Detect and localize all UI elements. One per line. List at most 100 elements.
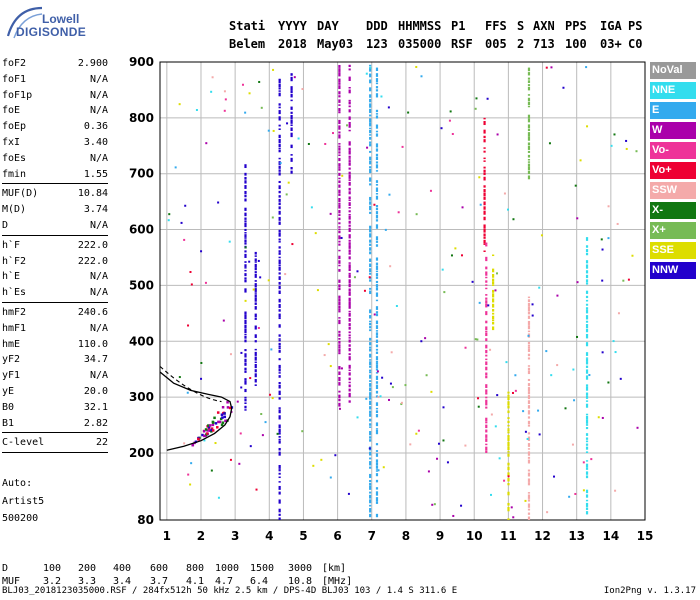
echo-trace-point [206,432,209,435]
echo-trace-point [369,406,372,410]
noise-point [190,462,193,465]
echo-trace-point [244,269,247,272]
param-row: MUF(D) 10.84 [2,186,108,202]
noise-point [356,270,359,273]
echo-trace-point [527,128,531,132]
echo-trace-point [492,326,495,331]
ionogram-parameters-panel: foF2 2.900 foF1 N/A foF1p N/A foE N/A foEp 0.36 fx… [2,56,108,455]
echo-trace-point [375,306,379,310]
echo-trace-point [483,236,486,239]
echo-trace-point [485,303,488,308]
noise-point [425,374,428,377]
echo-trace-point [338,168,341,171]
echo-trace-point [278,198,281,202]
noise-point [347,492,350,495]
echo-trace-point [375,195,379,200]
echo-trace-point [485,372,488,376]
echo-trace-point [485,389,488,393]
param-row: hmF1 N/A [2,321,108,337]
noise-point [503,479,506,482]
noise-point [464,444,467,447]
echo-trace-point [585,279,589,283]
param-row: foE N/A [2,103,108,119]
echo-trace-point [507,478,510,482]
noise-point [187,473,190,476]
header-row2-cell: Belem [229,37,266,51]
noise-point [524,499,527,502]
echo-trace-point [485,354,488,357]
echo-trace-point [290,154,293,156]
echo-trace-point [507,435,510,438]
echo-trace-point [375,384,379,389]
noise-point [316,289,319,292]
noise-point [395,304,398,307]
echo-trace-point [338,91,341,95]
echo-trace-point [375,487,379,490]
param-row: foF1 N/A [2,72,108,88]
y-tick-label: 300 [129,390,154,404]
param-value: N/A [89,105,108,117]
echo-trace-point [585,494,589,498]
echo-trace-point [290,76,293,82]
param-name: foE [2,105,21,117]
echo-trace-point [375,311,379,314]
echo-trace-point [338,222,341,225]
noise-point [270,348,273,351]
param-row: hmF2 240.6 [2,305,108,321]
noise-point [440,127,443,130]
echo-trace-point [507,506,510,512]
echo-trace-point [483,250,486,253]
noise-point [387,106,390,109]
x-tick-label: 7 [368,529,376,543]
echo-trace-point [369,177,372,182]
noise-point [590,458,593,461]
noise-point [373,313,376,316]
echo-trace-point [254,334,257,338]
echo-trace-point [507,424,510,427]
noise-point [486,97,489,100]
echo-trace-point [254,340,257,343]
echo-trace-point [492,278,495,282]
echo-trace-point [244,279,247,283]
echo-trace-point [208,424,212,427]
header-row1-cell: PPS [565,19,587,33]
echo-trace-point [254,297,257,302]
echo-trace-point [585,511,589,515]
echo-trace-point [507,446,510,451]
echo-trace-point [527,163,531,166]
echo-trace-point [485,344,488,349]
echo-trace-point [348,288,351,292]
echo-trace-point [244,242,247,245]
noise-point [610,144,613,147]
noise-point [388,193,391,196]
echo-trace-point [338,284,341,288]
param-value: 1.55 [83,168,108,180]
echo-trace-point [507,430,510,432]
noise-point [496,133,499,136]
echo-trace-point [375,89,379,92]
echo-trace-point [492,319,495,322]
param-row: B1 2.82 [2,416,108,432]
echo-trace-point [527,170,531,175]
echo-trace-point [375,67,379,71]
noise-point [269,393,272,396]
echo-trace-point [290,74,293,76]
echo-trace-point [202,430,206,433]
noise-point [279,162,282,165]
echo-trace-point [338,305,341,309]
param-value: 0.36 [83,121,108,133]
echo-trace-point [527,357,531,360]
echo-trace-point [348,227,351,233]
noise-point [168,213,171,216]
echo-trace-point [290,106,293,110]
echo-trace-point [338,125,341,130]
echo-trace-point [338,228,341,231]
echo-trace-point [375,422,379,427]
noise-point [601,416,604,419]
noise-point [550,374,553,377]
echo-trace-point [278,485,281,490]
noise-point [178,376,181,379]
echo-trace-point [483,233,486,237]
echo-trace-point [348,310,351,313]
